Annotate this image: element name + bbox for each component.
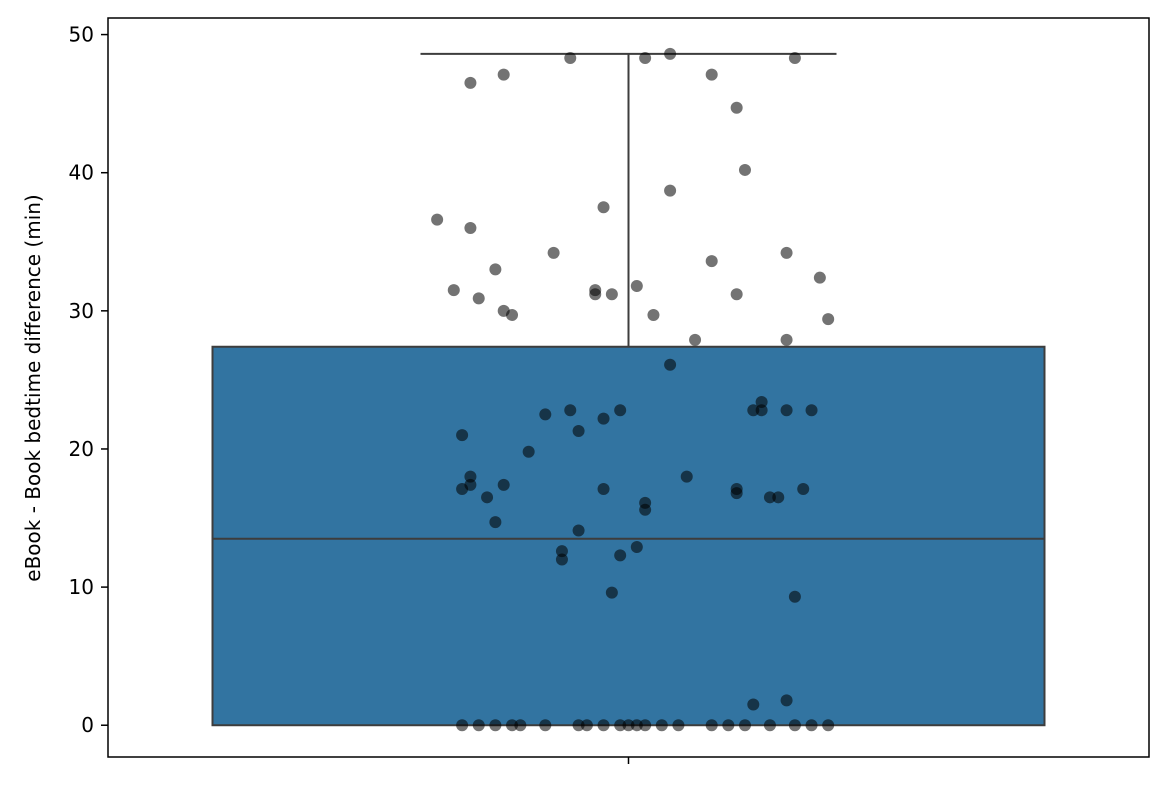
- data-point: [431, 213, 444, 226]
- data-point: [456, 429, 469, 442]
- data-point: [489, 263, 502, 276]
- data-point: [780, 333, 793, 346]
- points-layer: [431, 47, 835, 732]
- data-point: [597, 201, 610, 214]
- data-point: [456, 719, 469, 732]
- data-point: [797, 483, 810, 496]
- data-point: [639, 496, 652, 509]
- data-point: [447, 284, 460, 297]
- data-point: [747, 404, 760, 417]
- data-point: [464, 76, 477, 89]
- data-point: [705, 719, 718, 732]
- data-point: [522, 445, 535, 458]
- data-point: [813, 271, 826, 284]
- data-point: [481, 491, 494, 504]
- data-point: [572, 524, 585, 537]
- data-point: [655, 719, 668, 732]
- data-point: [555, 553, 568, 566]
- data-point: [755, 404, 768, 417]
- data-point: [672, 719, 685, 732]
- data-point: [572, 425, 585, 438]
- data-point: [664, 358, 677, 371]
- data-point: [497, 478, 510, 491]
- data-point: [547, 246, 560, 259]
- data-point: [489, 516, 502, 529]
- data-point: [489, 719, 502, 732]
- data-point: [730, 487, 743, 500]
- data-point: [472, 292, 485, 305]
- data-point: [763, 719, 776, 732]
- data-point: [647, 308, 660, 321]
- data-point: [788, 719, 801, 732]
- data-point: [564, 404, 577, 417]
- data-point: [564, 52, 577, 65]
- data-point: [763, 491, 776, 504]
- data-point: [780, 694, 793, 707]
- data-point: [497, 68, 510, 81]
- data-point: [597, 412, 610, 425]
- data-point: [705, 68, 718, 81]
- data-point: [622, 719, 635, 732]
- data-point: [722, 719, 735, 732]
- data-point: [597, 719, 610, 732]
- box-layer: [211, 52, 1046, 727]
- iqr-box: [211, 345, 1046, 727]
- data-point: [472, 719, 485, 732]
- data-point: [497, 304, 510, 317]
- data-point: [589, 284, 602, 297]
- data-point: [747, 698, 760, 711]
- data-point: [630, 541, 643, 554]
- data-point: [772, 491, 785, 504]
- data-point: [464, 470, 477, 483]
- data-point: [464, 478, 477, 491]
- data-point: [539, 719, 552, 732]
- y-tick-label: 0: [81, 713, 94, 737]
- data-point: [664, 47, 677, 60]
- y-tick-label: 40: [69, 161, 94, 185]
- data-point: [514, 719, 527, 732]
- data-point: [630, 279, 643, 292]
- data-point: [639, 719, 652, 732]
- data-point: [614, 719, 627, 732]
- data-point: [788, 52, 801, 65]
- data-point: [689, 333, 702, 346]
- data-point: [780, 246, 793, 259]
- data-point: [730, 288, 743, 301]
- y-tick-label: 20: [69, 437, 94, 461]
- y-tick-label: 30: [69, 299, 94, 323]
- data-point: [614, 549, 627, 562]
- data-point: [755, 396, 768, 409]
- data-point: [597, 483, 610, 496]
- data-point: [639, 52, 652, 65]
- data-point: [580, 719, 593, 732]
- data-point: [730, 101, 743, 114]
- data-point: [822, 313, 835, 326]
- data-point: [788, 590, 801, 603]
- data-point: [605, 288, 618, 301]
- data-point: [738, 719, 751, 732]
- y-axis: 0 10 20 30 40 50: [69, 23, 108, 737]
- data-point: [738, 163, 751, 176]
- data-point: [805, 719, 818, 732]
- y-axis-label: eBook - Book bedtime difference (min): [21, 194, 45, 581]
- y-tick-label: 50: [69, 23, 94, 47]
- data-point: [605, 586, 618, 599]
- data-point: [780, 404, 793, 417]
- data-point: [664, 184, 677, 197]
- data-point: [614, 404, 627, 417]
- data-point: [680, 470, 693, 483]
- data-point: [572, 719, 585, 732]
- data-point: [539, 408, 552, 421]
- data-point: [705, 255, 718, 268]
- data-point: [805, 404, 818, 417]
- data-point: [506, 719, 519, 732]
- y-tick-label: 10: [69, 575, 94, 599]
- data-point: [555, 545, 568, 558]
- data-point: [630, 719, 643, 732]
- data-point: [822, 719, 835, 732]
- data-point: [464, 221, 477, 234]
